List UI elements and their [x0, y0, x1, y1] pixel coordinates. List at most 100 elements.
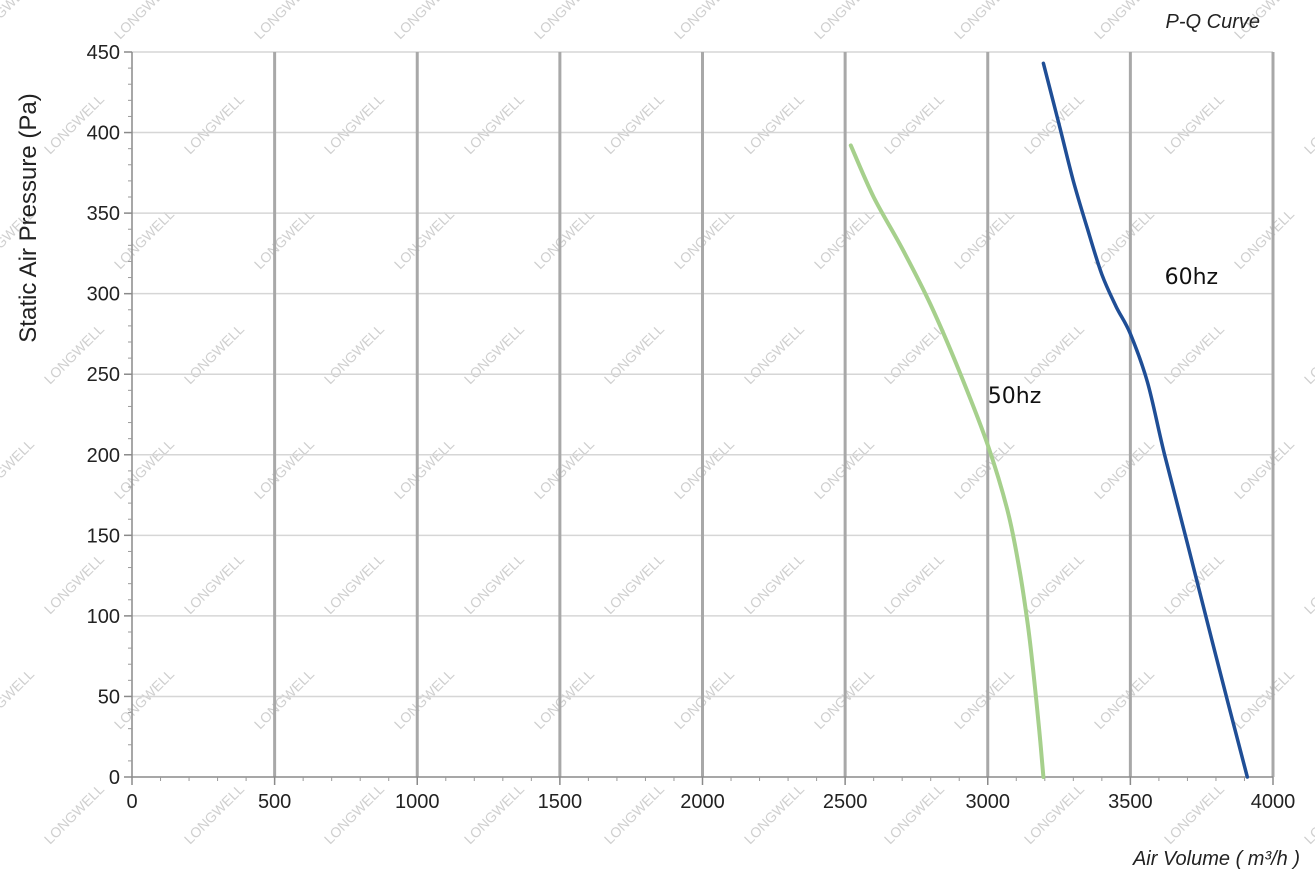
watermark-text: LONGWELL: [181, 781, 247, 847]
watermark-text: LONGWELL: [1091, 206, 1157, 272]
watermark-text: LONGWELL: [1301, 781, 1315, 847]
series-line-60hz: [1041, 61, 1250, 779]
x-tick-label: 2500: [823, 791, 868, 813]
watermark-text: LONGWELL: [881, 781, 947, 847]
watermark-text: LONGWELL: [741, 321, 807, 387]
watermark-layer: LONGWELL LONGWELL LONGWELL LONGWELL LONGWELL…: [0, 0, 1315, 847]
watermark-text: LONGWELL: [181, 551, 247, 617]
series-label-50hz: 50hz: [988, 384, 1042, 409]
watermark-text: LONGWELL: [461, 91, 527, 157]
watermark-text: LONGWELL: [531, 206, 597, 272]
y-tick-label: 350: [87, 203, 120, 225]
watermark-text: LONGWELL: [531, 0, 597, 42]
watermark-text: LONGWELL: [0, 436, 37, 502]
watermark-text: LONGWELL: [251, 206, 317, 272]
watermark-text: LONGWELL: [1161, 91, 1227, 157]
watermark-text: LONGWELL: [1091, 436, 1157, 502]
watermark-text: LONGWELL: [111, 0, 177, 42]
y-tick-label: 300: [87, 284, 120, 306]
x-tick-label: 3500: [1108, 791, 1153, 813]
watermark-text: LONGWELL: [321, 551, 387, 617]
x-tick-label: 1000: [395, 791, 440, 813]
watermark-text: LONGWELL: [1021, 781, 1087, 847]
watermark-text: LONGWELL: [951, 436, 1017, 502]
watermark-text: LONGWELL: [251, 666, 317, 732]
watermark-text: LONGWELL: [601, 781, 667, 847]
watermark-text: LONGWELL: [1161, 551, 1227, 617]
watermark-text: LONGWELL: [1301, 551, 1315, 617]
watermark-text: LONGWELL: [741, 551, 807, 617]
axes-layer: 0 50 100 150 200 250 300 350 400 450 0 500 1000 1500 2…: [87, 42, 1296, 813]
watermark-text: LONGWELL: [531, 436, 597, 502]
watermark-text: LONGWELL: [1301, 321, 1315, 387]
x-tick-label: 2000: [680, 791, 725, 813]
watermark-text: LONGWELL: [321, 91, 387, 157]
watermark-text: LONGWELL: [951, 0, 1017, 42]
x-tick-label: 3000: [966, 791, 1011, 813]
watermark-text: LONGWELL: [461, 321, 527, 387]
watermark-text: LONGWELL: [0, 666, 37, 732]
y-tick-label: 0: [109, 767, 120, 789]
watermark-text: LONGWELL: [181, 91, 247, 157]
watermark-text: LONGWELL: [41, 781, 107, 847]
watermark-text: LONGWELL: [391, 436, 457, 502]
watermark-text: LONGWELL: [531, 666, 597, 732]
watermark-text: LONGWELL: [1091, 666, 1157, 732]
watermark-text: LONGWELL: [741, 91, 807, 157]
watermark-text: LONGWELL: [951, 206, 1017, 272]
watermark-text: LONGWELL: [1091, 0, 1157, 42]
x-tick-label: 4000: [1251, 791, 1296, 813]
watermark-text: LONGWELL: [1231, 206, 1297, 272]
watermark-text: LONGWELL: [601, 551, 667, 617]
y-tick-label: 400: [87, 123, 120, 145]
y-tick-label: 50: [98, 686, 120, 708]
watermark-text: LONGWELL: [671, 436, 737, 502]
grid-layer: [132, 51, 1275, 777]
y-tick-label: 200: [87, 445, 120, 467]
watermark-text: LONGWELL: [321, 321, 387, 387]
watermark-text: LONGWELL: [601, 91, 667, 157]
series-line-50hz: [848, 143, 1046, 779]
watermark-text: LONGWELL: [111, 436, 177, 502]
watermark-text: LONGWELL: [111, 666, 177, 732]
watermark-text: LONGWELL: [321, 781, 387, 847]
x-axis-label: Air Volume ( m³/h ): [1132, 848, 1300, 870]
x-tick-label: 1500: [538, 791, 583, 813]
watermark-text: LONGWELL: [251, 436, 317, 502]
watermark-text: LONGWELL: [671, 206, 737, 272]
watermark-text: LONGWELL: [671, 0, 737, 42]
watermark-text: LONGWELL: [1231, 666, 1297, 732]
watermark-text: LONGWELL: [391, 666, 457, 732]
watermark-text: LONGWELL: [391, 0, 457, 42]
y-tick-label: 100: [87, 606, 120, 628]
series-layer: [848, 61, 1250, 779]
series-label-60hz: 60hz: [1165, 265, 1219, 290]
watermark-text: LONGWELL: [671, 666, 737, 732]
watermark-text: LONGWELL: [111, 206, 177, 272]
chart-title: P-Q Curve: [1166, 11, 1260, 33]
watermark-text: LONGWELL: [0, 0, 37, 42]
watermark-text: LONGWELL: [181, 321, 247, 387]
y-tick-label: 450: [87, 42, 120, 64]
watermark-text: LONGWELL: [391, 206, 457, 272]
y-tick-label: 150: [87, 525, 120, 547]
x-tick-label: 500: [258, 791, 291, 813]
watermark-text: LONGWELL: [1231, 436, 1297, 502]
y-tick-label: 250: [87, 364, 120, 386]
watermark-text: LONGWELL: [1301, 91, 1315, 157]
watermark-text: LONGWELL: [811, 0, 877, 42]
watermark-text: LONGWELL: [601, 321, 667, 387]
labels-layer: 50hz 60hz: [988, 265, 1218, 409]
watermark-text: LONGWELL: [1021, 321, 1087, 387]
watermark-text: LONGWELL: [881, 551, 947, 617]
watermark-text: LONGWELL: [1161, 781, 1227, 847]
watermark-text: LONGWELL: [741, 781, 807, 847]
watermark-text: LONGWELL: [251, 0, 317, 42]
x-tick-label: 0: [126, 791, 137, 813]
watermark-text: LONGWELL: [1021, 551, 1087, 617]
y-axis-label: Static Air Pressure (Pa): [15, 93, 42, 342]
watermark-text: LONGWELL: [881, 321, 947, 387]
watermark-text: LONGWELL: [1161, 321, 1227, 387]
watermark-text: LONGWELL: [461, 781, 527, 847]
